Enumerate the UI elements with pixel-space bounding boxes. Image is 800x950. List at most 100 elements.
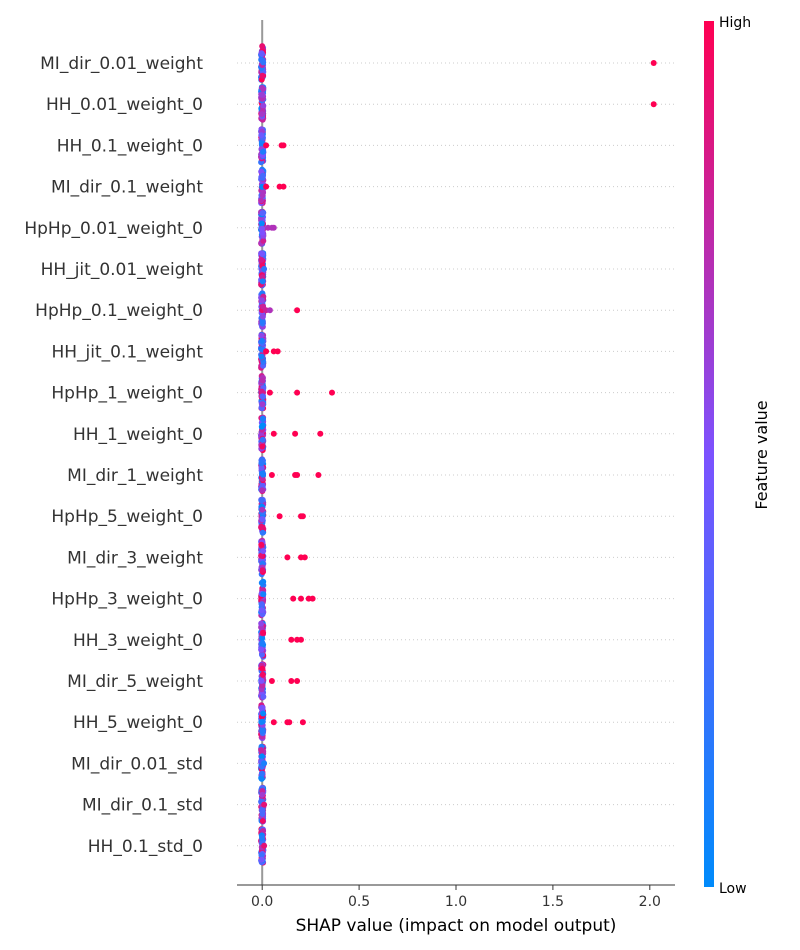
shap-point (259, 72, 266, 79)
shap-outlier-point (288, 678, 295, 684)
feature-labels: MI_dir_0.01_weight HH_0.01_weight_0 HH_0.1… (24, 54, 203, 857)
feature-label: HpHp_0.01_weight_0 (24, 219, 203, 239)
shap-point (259, 393, 266, 400)
shap-point (259, 753, 265, 760)
shap-point (258, 332, 265, 339)
shap-outlier-point (315, 472, 322, 478)
shap-outlier-point (268, 678, 275, 684)
shap-point (259, 210, 266, 217)
shap-point (259, 313, 266, 320)
shap-point (258, 388, 265, 395)
shap-outlier-point (286, 719, 293, 726)
shap-outlier-point (261, 760, 268, 767)
feature-label: MI_dir_1_weight (67, 466, 203, 486)
shap-outlier-point (261, 801, 268, 808)
shap-point (258, 353, 265, 360)
shap-outlier-point (270, 719, 277, 726)
shap-outlier-point (261, 266, 268, 272)
shap-point (259, 529, 266, 536)
shap-point (258, 856, 265, 863)
x-tick-label: 1.5 (542, 894, 564, 910)
shap-point (259, 727, 266, 734)
x-tick-label: 2.0 (639, 894, 661, 910)
shap-point (258, 197, 265, 204)
colorbar-low-label: Low (719, 881, 747, 897)
shap-point (259, 443, 266, 450)
shap-point (259, 834, 265, 841)
shap-point (259, 806, 266, 813)
shap-point (259, 770, 266, 777)
shap-outlier-point (274, 348, 281, 355)
shap-point (258, 132, 265, 139)
shap-point (258, 220, 265, 227)
shap-point (259, 436, 266, 443)
shap-point (258, 464, 265, 471)
shap-point (260, 416, 266, 422)
shap-outlier-point (276, 513, 283, 520)
shap-point (258, 620, 265, 627)
shap-point (258, 747, 265, 754)
shap-outlier-point (270, 430, 277, 437)
shap-point (259, 250, 266, 257)
shap-point (258, 460, 265, 467)
shap-point (260, 172, 266, 179)
feature-label: HH_0.1_weight_0 (57, 136, 203, 156)
shap-outlier-point (650, 60, 657, 66)
shap-outlier-point (294, 678, 301, 684)
shap-outlier-point (298, 636, 304, 643)
shap-outlier-point (268, 472, 275, 478)
feature-label: HH_5_weight_0 (73, 713, 203, 733)
shap-point (259, 111, 265, 118)
shap-point (259, 482, 266, 489)
colorbar-gradient (704, 21, 714, 887)
feature-label: HpHp_1_weight_0 (51, 384, 203, 404)
shap-point (258, 497, 265, 504)
shap-point (260, 591, 267, 598)
shap-point (259, 377, 266, 384)
shap-outlier-point (299, 513, 306, 520)
feature-label: HH_0.01_weight_0 (46, 95, 203, 115)
shap-point (260, 86, 267, 92)
shap-outlier-point (294, 389, 301, 396)
feature-label: MI_dir_0.01_weight (40, 54, 203, 74)
shap-point (258, 719, 265, 725)
shap-point (259, 318, 266, 325)
shap-point (258, 607, 265, 614)
shap-point (260, 693, 267, 700)
shap-point (258, 852, 265, 859)
shap-outlier-point (280, 183, 287, 190)
shap-point (258, 677, 265, 684)
shap-outlier-point (298, 595, 304, 602)
shap-outlier-point (329, 389, 335, 396)
feature-label: HpHp_0.1_weight_0 (35, 301, 203, 321)
shap-outlier-point (301, 554, 308, 561)
shap-point (259, 791, 266, 798)
shap-point (258, 297, 265, 304)
feature-label: HH_jit_0.1_weight (51, 342, 203, 362)
shap-point (259, 401, 266, 408)
shap-point (259, 651, 265, 658)
x-tick-label: 0.0 (251, 894, 273, 910)
shap-point (259, 487, 266, 494)
shap-point (260, 471, 266, 478)
shap-outlier-point (261, 842, 268, 849)
feature-label: MI_dir_0.1_weight (51, 178, 203, 198)
shap-point (259, 516, 266, 523)
colorbar-title: Feature value (752, 400, 771, 509)
shap-outlier-point (309, 595, 316, 602)
shap-point (259, 43, 266, 50)
shap-point (260, 629, 267, 636)
shap-outlier-point (266, 307, 273, 314)
feature-label: MI_dir_3_weight (67, 548, 203, 568)
shap-point (258, 579, 265, 586)
shap-outlier-point (263, 183, 270, 190)
shap-point (258, 256, 265, 263)
shap-point (259, 274, 266, 281)
colorbar: High Low Feature value (704, 15, 771, 897)
shap-outlier-point (280, 142, 287, 149)
shap-outlier-point (317, 430, 324, 437)
feature-label: HH_3_weight_0 (73, 631, 203, 651)
shap-outlier-point (263, 142, 270, 149)
shap-point (258, 601, 265, 608)
